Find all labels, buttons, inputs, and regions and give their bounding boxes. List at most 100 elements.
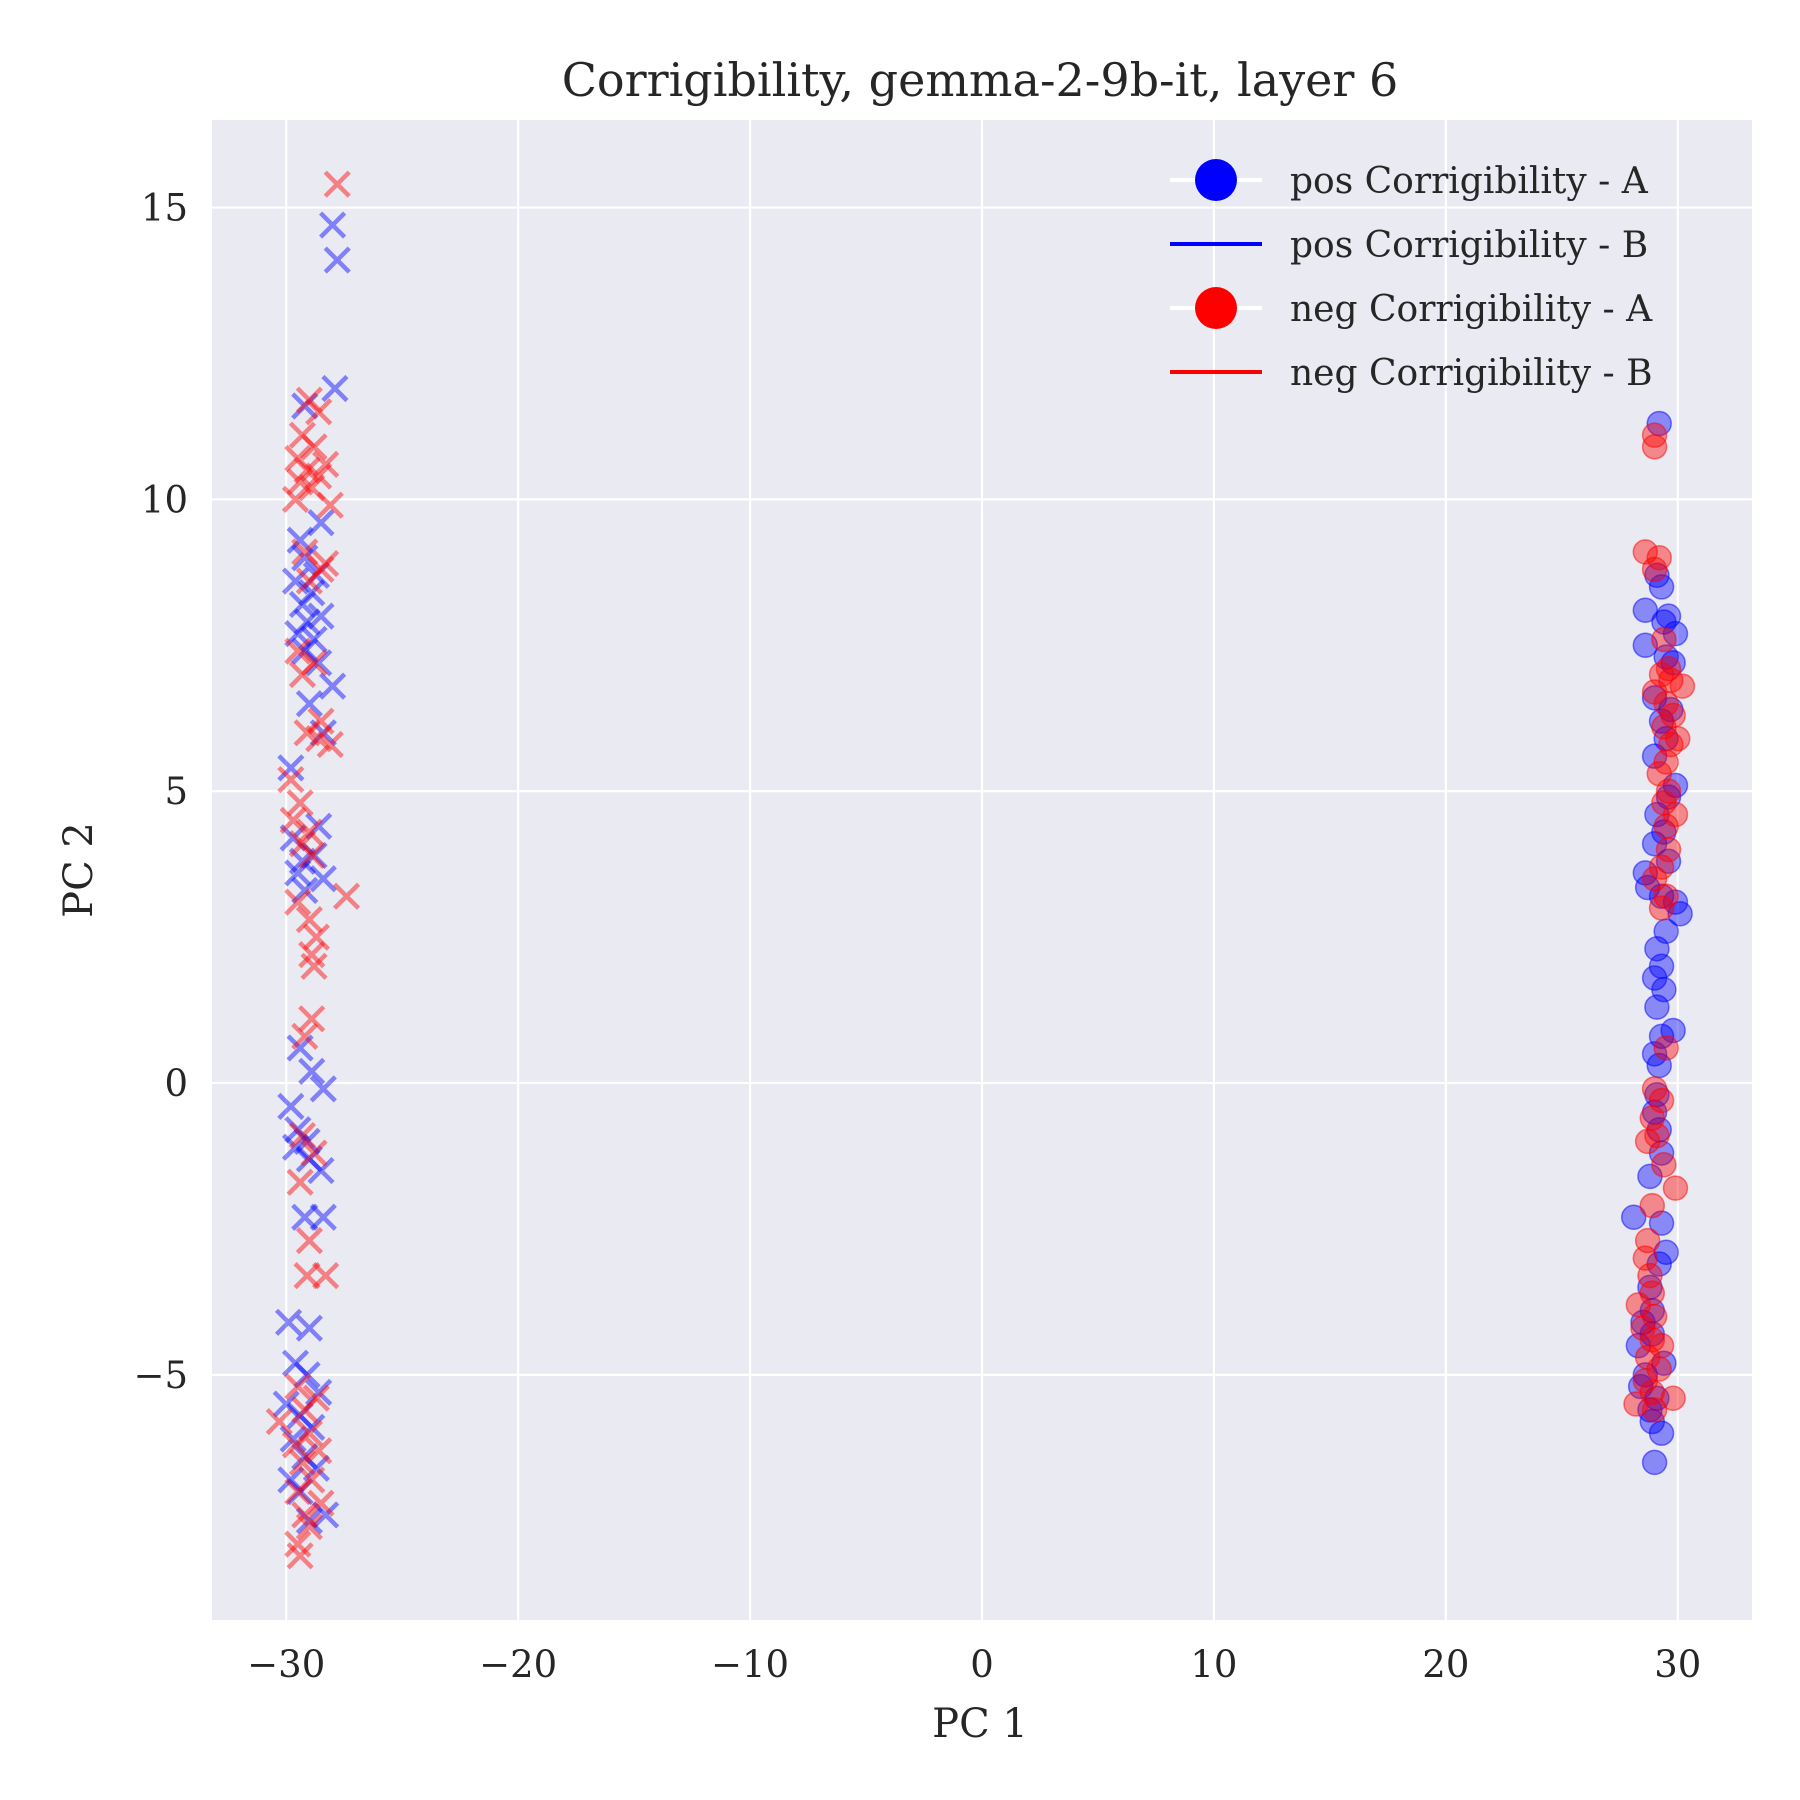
data-point — [1648, 1420, 1675, 1446]
data-point — [316, 491, 344, 519]
data-point — [312, 549, 340, 578]
data-point — [291, 1501, 319, 1529]
data-point — [305, 649, 333, 677]
data-point — [1641, 434, 1668, 460]
data-point — [307, 707, 335, 735]
data-point — [309, 719, 337, 747]
data-point — [1641, 830, 1668, 857]
y-tick-label: 10 — [141, 478, 188, 521]
data-point — [291, 392, 319, 420]
data-point — [1651, 609, 1677, 635]
data-point — [300, 841, 328, 869]
legend: pos Corrigibility - A pos Corrigibility -… — [1170, 159, 1653, 394]
data-point — [323, 246, 351, 274]
legend-marker — [1195, 287, 1237, 329]
data-point — [305, 398, 333, 426]
data-point — [302, 1454, 330, 1482]
legend-entry: pos Corrigibility - B — [1170, 225, 1648, 266]
data-point — [286, 526, 314, 554]
data-point — [295, 906, 324, 934]
data-point — [293, 1262, 321, 1290]
x-tick-label: 0 — [970, 1643, 994, 1686]
data-point — [281, 485, 310, 513]
data-point — [1665, 725, 1691, 752]
data-point — [302, 561, 330, 589]
data-point — [295, 1507, 324, 1535]
data-point — [1651, 626, 1677, 653]
data-point — [1648, 895, 1675, 921]
data-point — [284, 620, 312, 648]
data-point — [295, 818, 324, 846]
data-point — [295, 690, 324, 718]
data-point — [284, 1530, 312, 1558]
data-point — [298, 1413, 326, 1441]
data-point — [277, 1092, 305, 1120]
legend-label: pos Corrigibility - A — [1290, 161, 1649, 202]
data-point — [298, 1057, 326, 1085]
data-point — [295, 1314, 324, 1342]
data-point — [1641, 1449, 1668, 1476]
data-point — [300, 952, 328, 980]
legend-entry: neg Corrigibility - A — [1170, 287, 1653, 330]
data-point — [302, 923, 330, 951]
data-point — [295, 1513, 324, 1541]
x-tick-label: −20 — [479, 1643, 557, 1686]
data-point — [305, 462, 333, 490]
legend-entry: neg Corrigibility - B — [1170, 353, 1653, 394]
data-point — [291, 637, 319, 665]
data-point — [298, 474, 326, 502]
x-tick-label: 30 — [1654, 1643, 1701, 1686]
data-point — [295, 567, 324, 595]
data-point — [281, 1133, 310, 1161]
data-point — [284, 444, 312, 473]
data-point — [307, 509, 335, 537]
data-point — [265, 1407, 293, 1436]
data-point — [291, 538, 319, 566]
data-point — [295, 386, 324, 414]
y-tick-label: 15 — [141, 187, 188, 230]
data-point — [288, 830, 317, 858]
data-point — [291, 1022, 319, 1050]
data-point — [279, 806, 307, 834]
data-point — [288, 421, 317, 449]
data-point — [305, 725, 333, 753]
legend-label: pos Corrigibility - B — [1290, 225, 1648, 266]
data-point — [321, 374, 349, 403]
data-point — [1651, 1151, 1677, 1178]
data-point — [281, 1349, 310, 1377]
data-point — [1620, 1204, 1647, 1231]
data-point — [300, 625, 328, 654]
data-point — [295, 1227, 324, 1255]
data-point — [277, 754, 305, 782]
data-point — [288, 660, 317, 689]
data-point — [1644, 994, 1670, 1020]
data-point — [293, 456, 321, 484]
y-tick-label: 0 — [164, 1062, 188, 1105]
data-point — [288, 1121, 317, 1150]
data-point — [307, 555, 335, 584]
data-point — [312, 1262, 340, 1290]
y-axis-label: PC 2 — [56, 822, 102, 918]
data-point — [298, 841, 326, 869]
legend-marker — [1195, 159, 1237, 201]
legend-label: neg Corrigibility - B — [1290, 353, 1653, 394]
x-axis-label: PC 1 — [932, 1701, 1028, 1747]
data-point — [300, 649, 328, 677]
data-point — [284, 1372, 312, 1401]
data-point — [286, 789, 314, 817]
data-point — [307, 1489, 335, 1517]
data-point — [298, 941, 326, 969]
data-point — [1653, 813, 1679, 839]
data-point — [277, 765, 305, 794]
data-point — [332, 882, 361, 910]
x-tick-label: 10 — [1190, 1643, 1237, 1686]
data-point — [300, 1139, 328, 1167]
data-point — [1634, 1128, 1661, 1155]
data-point — [302, 1384, 330, 1412]
data-point — [319, 211, 347, 239]
data-point — [288, 847, 317, 875]
data-point — [284, 637, 312, 665]
data-point — [286, 1542, 314, 1570]
x-tick-label: −10 — [711, 1643, 789, 1686]
